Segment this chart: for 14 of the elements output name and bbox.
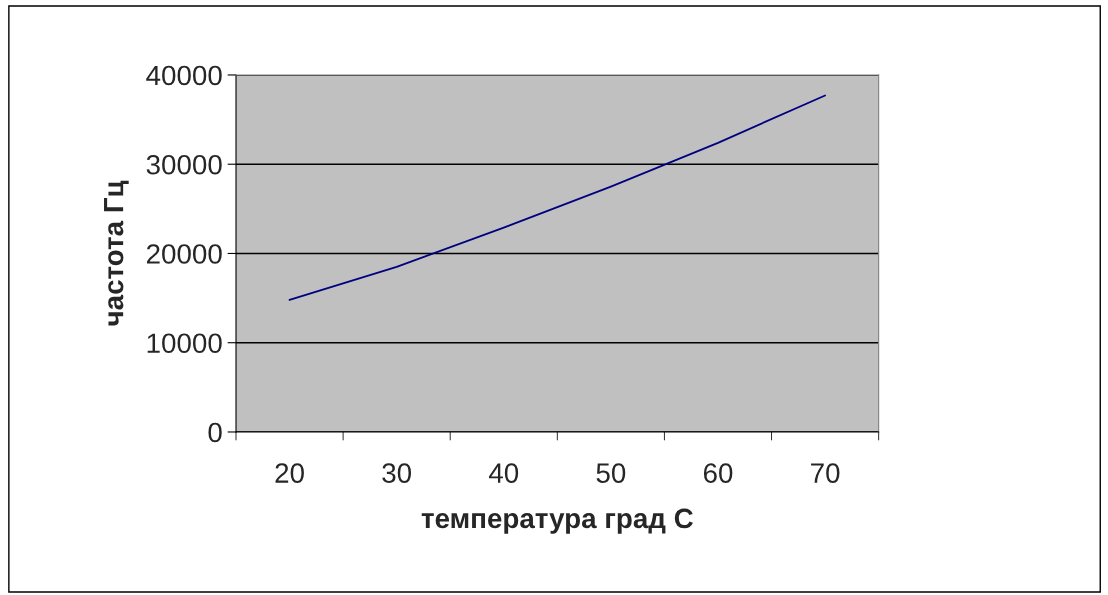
x-tick-label: 70 (811, 463, 840, 483)
x-axis-title: температура град С (421, 508, 693, 534)
x-tick-label: 40 (488, 463, 519, 483)
y-tick-label: 0 (208, 422, 222, 443)
line-series (288, 94, 826, 301)
y-tick-label: 20000 (146, 244, 222, 264)
y-tick-label: 10000 (147, 333, 222, 354)
x-tick-label: 20 (275, 463, 304, 483)
y-tick-label: 40000 (146, 65, 222, 86)
x-tick-label: 30 (382, 463, 412, 483)
y-tick-label: 30000 (146, 154, 222, 175)
x-tick-label: 50 (596, 463, 626, 483)
x-tick-label: 60 (703, 463, 733, 483)
y-axis-title: частота Гц (104, 180, 129, 326)
